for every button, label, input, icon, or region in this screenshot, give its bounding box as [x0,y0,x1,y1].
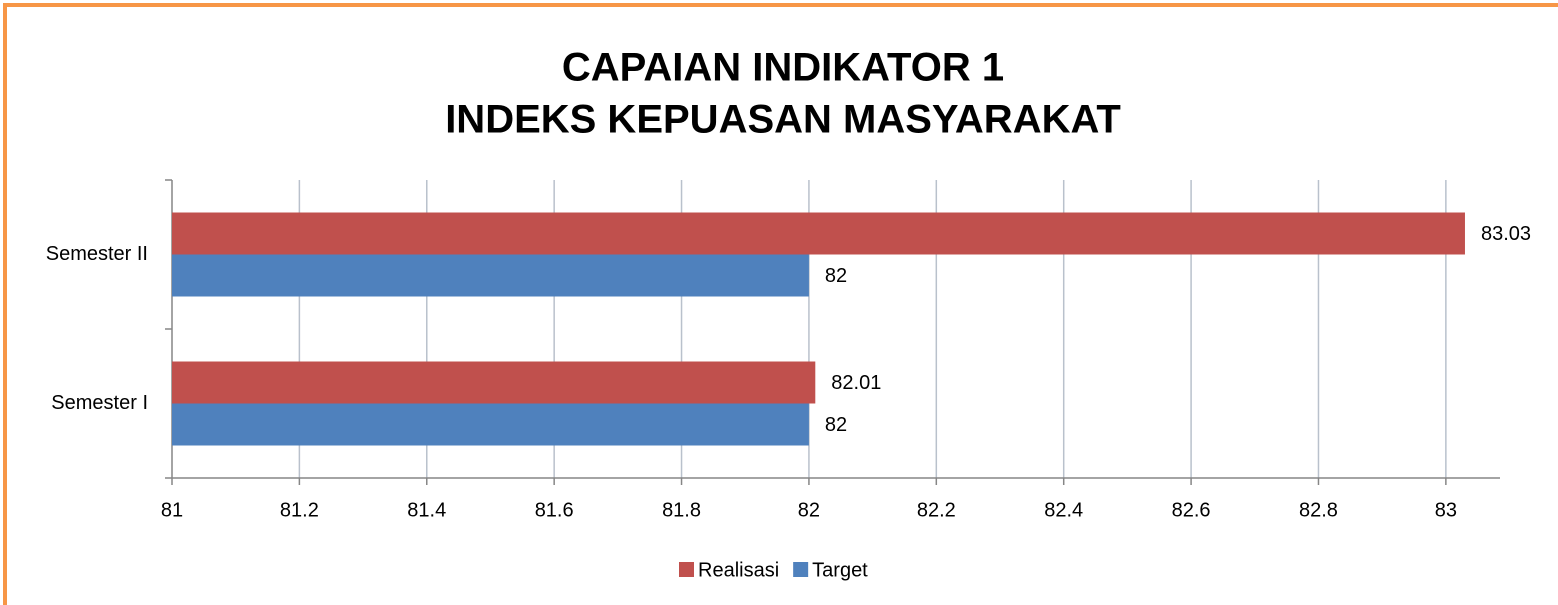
legend-label: Realisasi [698,559,779,581]
x-tick-label: 82.4 [1044,499,1083,521]
y-tick-label: Semester I [51,392,148,414]
data-label: 82 [825,414,847,436]
x-tick-label: 81.8 [662,499,701,521]
bar [172,254,809,297]
bar [172,212,1465,255]
x-tick-label: 82.2 [917,499,956,521]
chart-title: CAPAIAN INDIKATOR 1 [562,46,1004,90]
bar [172,403,809,446]
data-label: 83.03 [1481,223,1531,245]
chart-title: INDEKS KEPUASAN MASYARAKAT [445,98,1121,142]
x-tick-label: 81.6 [535,499,574,521]
legend-swatch [679,562,694,577]
data-label: 82.01 [831,372,881,394]
frame [3,3,1558,605]
x-tick-label: 83 [1435,499,1457,521]
x-tick-label: 82 [798,499,820,521]
legend-label: Target [812,559,868,581]
x-tick-label: 82.8 [1299,499,1338,521]
x-tick-label: 81.2 [280,499,319,521]
legend-swatch [793,562,809,577]
x-tick-label: 81.4 [407,499,446,521]
data-label: 82 [825,265,847,287]
x-tick-label: 81 [161,499,183,521]
bar [172,361,816,404]
y-tick-label: Semester II [46,243,148,265]
x-tick-label: 82.6 [1172,499,1211,521]
